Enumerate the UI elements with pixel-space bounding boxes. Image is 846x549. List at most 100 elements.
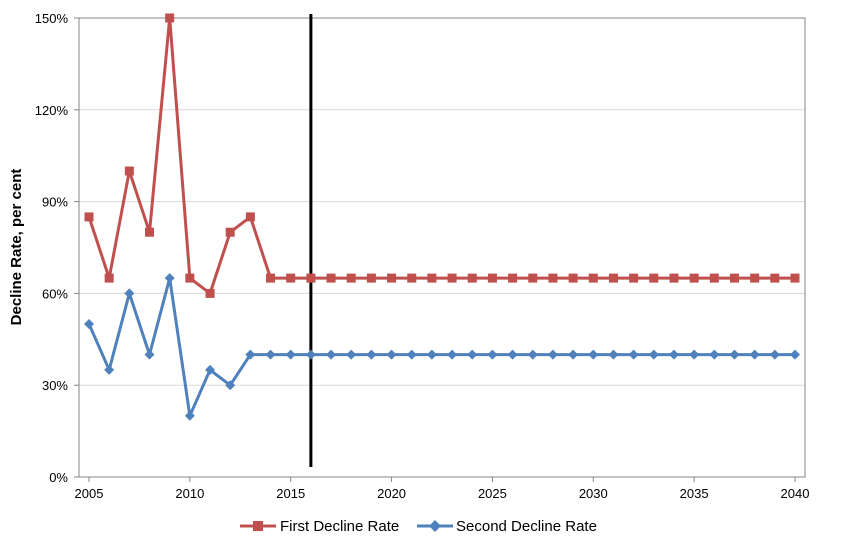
data-point <box>527 349 538 360</box>
data-point <box>366 273 376 283</box>
data-point <box>286 273 296 283</box>
series-group <box>84 13 800 421</box>
data-point <box>649 273 659 283</box>
data-point <box>104 364 115 375</box>
data-point <box>84 319 94 329</box>
data-point <box>729 273 739 283</box>
data-point <box>588 273 598 283</box>
data-point <box>467 349 478 360</box>
data-point <box>487 349 498 360</box>
data-point <box>386 349 397 360</box>
data-point <box>124 288 135 299</box>
data-point <box>205 288 215 298</box>
data-point <box>306 273 316 283</box>
legend-item-first: First Decline Rate <box>240 518 399 535</box>
data-point <box>285 349 296 360</box>
data-point <box>547 349 558 360</box>
data-point <box>790 273 800 283</box>
data-point <box>447 349 458 360</box>
data-point <box>669 273 679 283</box>
plot-area <box>78 17 806 478</box>
data-point <box>668 349 679 360</box>
y-axis-label: Decline Rate, per cent <box>8 169 25 326</box>
data-point <box>265 349 276 360</box>
data-point <box>305 349 316 360</box>
data-point <box>346 349 357 360</box>
data-point <box>225 380 236 391</box>
x-tick-label: 2035 <box>680 486 709 501</box>
data-point <box>568 273 578 283</box>
legend-marker-square <box>253 521 263 531</box>
y-tick-label: 30% <box>42 378 68 393</box>
x-tick-label: 2040 <box>781 486 810 501</box>
data-point <box>165 13 175 23</box>
data-point <box>608 273 618 283</box>
data-point <box>124 166 134 176</box>
data-point <box>426 349 437 360</box>
data-point <box>245 212 255 222</box>
data-point <box>406 349 417 360</box>
axes: 0% 30% 60% 90% 120% 150% 2005 2010 2015 2020 2025 2… <box>35 11 810 501</box>
data-point <box>689 273 699 283</box>
data-point <box>346 273 356 283</box>
y-tick-label: 150% <box>35 11 69 26</box>
data-point <box>709 349 720 360</box>
data-point <box>648 349 659 360</box>
data-point <box>225 227 235 237</box>
data-point <box>185 273 195 283</box>
data-point <box>145 227 155 237</box>
data-point <box>709 273 719 283</box>
x-tick-label: 2005 <box>75 486 104 501</box>
series-line <box>87 276 795 418</box>
data-point <box>467 273 477 283</box>
data-point <box>729 349 740 360</box>
data-point <box>245 349 256 360</box>
data-point <box>507 349 518 360</box>
y-tick-label: 90% <box>42 195 68 210</box>
gridlines <box>79 109 805 386</box>
x-tick-label: 2010 <box>175 486 204 501</box>
data-point <box>387 273 397 283</box>
data-point <box>588 349 599 360</box>
data-point <box>629 273 639 283</box>
data-point <box>427 273 437 283</box>
data-point <box>407 273 417 283</box>
legend-marker-diamond <box>429 520 441 532</box>
data-point <box>164 273 175 284</box>
data-point <box>528 273 538 283</box>
data-point <box>447 273 457 283</box>
data-point <box>266 273 276 283</box>
data-point <box>689 349 700 360</box>
legend-label-second: Second Decline Rate <box>456 518 597 535</box>
data-point <box>326 349 337 360</box>
y-tick-label: 0% <box>49 470 68 485</box>
x-tick-label: 2025 <box>478 486 507 501</box>
data-point <box>184 410 195 421</box>
data-point <box>84 212 94 222</box>
x-tick-label: 2020 <box>377 486 406 501</box>
series-first-decline-rate <box>84 13 800 298</box>
data-point <box>790 349 800 360</box>
data-point <box>749 349 760 360</box>
data-point <box>568 349 579 360</box>
data-point <box>628 349 639 360</box>
legend-item-second: Second Decline Rate <box>417 518 597 535</box>
y-tick-label: 60% <box>42 286 68 301</box>
legend-label-first: First Decline Rate <box>280 518 399 535</box>
data-point <box>608 349 619 360</box>
x-tick-label: 2015 <box>276 486 305 501</box>
data-point <box>548 273 558 283</box>
data-point <box>769 349 780 360</box>
y-tick-label: 120% <box>35 103 69 118</box>
data-point <box>205 364 216 375</box>
series-second-decline-rate <box>84 273 800 421</box>
data-point <box>104 273 114 283</box>
data-point <box>487 273 497 283</box>
data-point <box>144 349 155 360</box>
data-point <box>750 273 760 283</box>
legend: First Decline Rate Second Decline Rate <box>240 518 597 535</box>
x-tick-label: 2030 <box>579 486 608 501</box>
data-point <box>508 273 518 283</box>
series-line <box>87 16 795 295</box>
